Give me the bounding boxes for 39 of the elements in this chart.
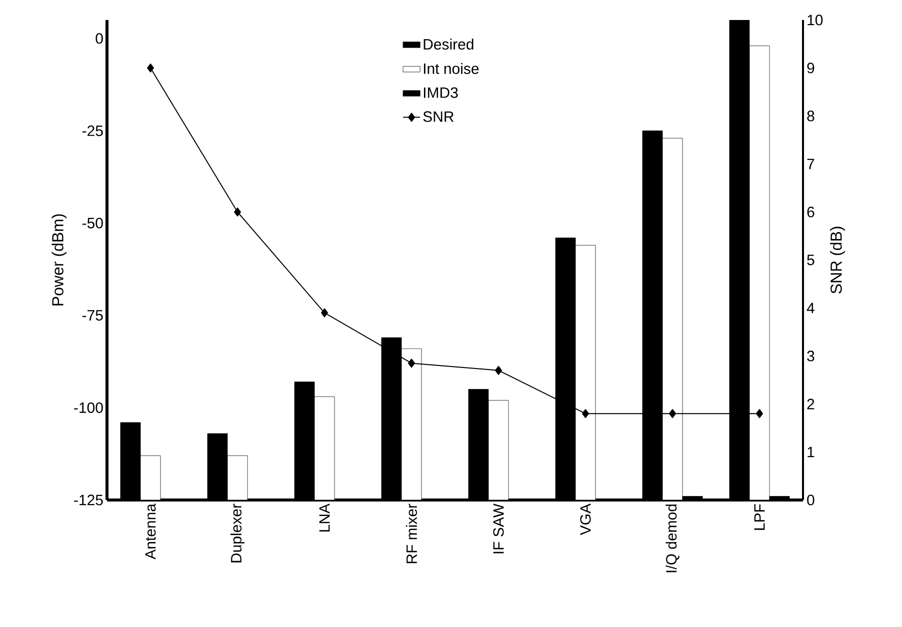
point	[321, 308, 328, 318]
y2-tick-label: 7	[807, 158, 814, 170]
point	[408, 358, 416, 368]
y2-tick-label: 6	[807, 206, 814, 218]
y-tick-label: -75	[82, 310, 103, 321]
y-tick-label: -50	[82, 218, 103, 228]
y-tick-label: 0	[96, 33, 103, 44]
y-axis-title: Power (dBm)	[52, 214, 67, 306]
point	[147, 63, 154, 72]
y2-tick-label: 10	[808, 14, 823, 26]
x-tick-label: LPF	[754, 504, 765, 530]
y2-tick-label: 8	[807, 110, 814, 122]
x-tick-label: RF mixer	[406, 504, 418, 564]
y2-tick-label: 4	[806, 302, 814, 314]
y2-tick-label: 5	[807, 254, 814, 266]
y-tick-label: -125	[74, 494, 103, 506]
point	[234, 208, 242, 216]
legend-label: Int noise	[424, 62, 479, 74]
x-tick-label: VGA	[580, 504, 591, 536]
point	[495, 366, 502, 375]
legend-label: IMD3	[424, 87, 458, 98]
y-tick-label: -25	[82, 125, 103, 136]
point	[669, 409, 676, 418]
y2-tick-label: 2	[807, 398, 814, 410]
legend-label: Desired	[424, 38, 474, 50]
point	[582, 409, 590, 418]
legend-label: SNR	[423, 111, 454, 122]
x-tick-label: IF SAW	[493, 504, 504, 554]
y-tick-label: -100	[74, 402, 103, 413]
y2-tick-label: 1	[808, 446, 814, 458]
y2-tick-label: 0	[807, 494, 814, 506]
y2-tick-label: 9	[807, 62, 814, 74]
x-tick-label: I/Q demod	[666, 504, 680, 572]
point	[756, 409, 764, 418]
x-tick-label: LNA	[319, 504, 330, 532]
x-tick-label: Antenna	[145, 504, 156, 560]
y2-axis-title: SNR (dB)	[830, 226, 845, 294]
x-tick-label: Duplexer	[230, 504, 244, 562]
y2-tick-label: 3	[807, 350, 814, 362]
